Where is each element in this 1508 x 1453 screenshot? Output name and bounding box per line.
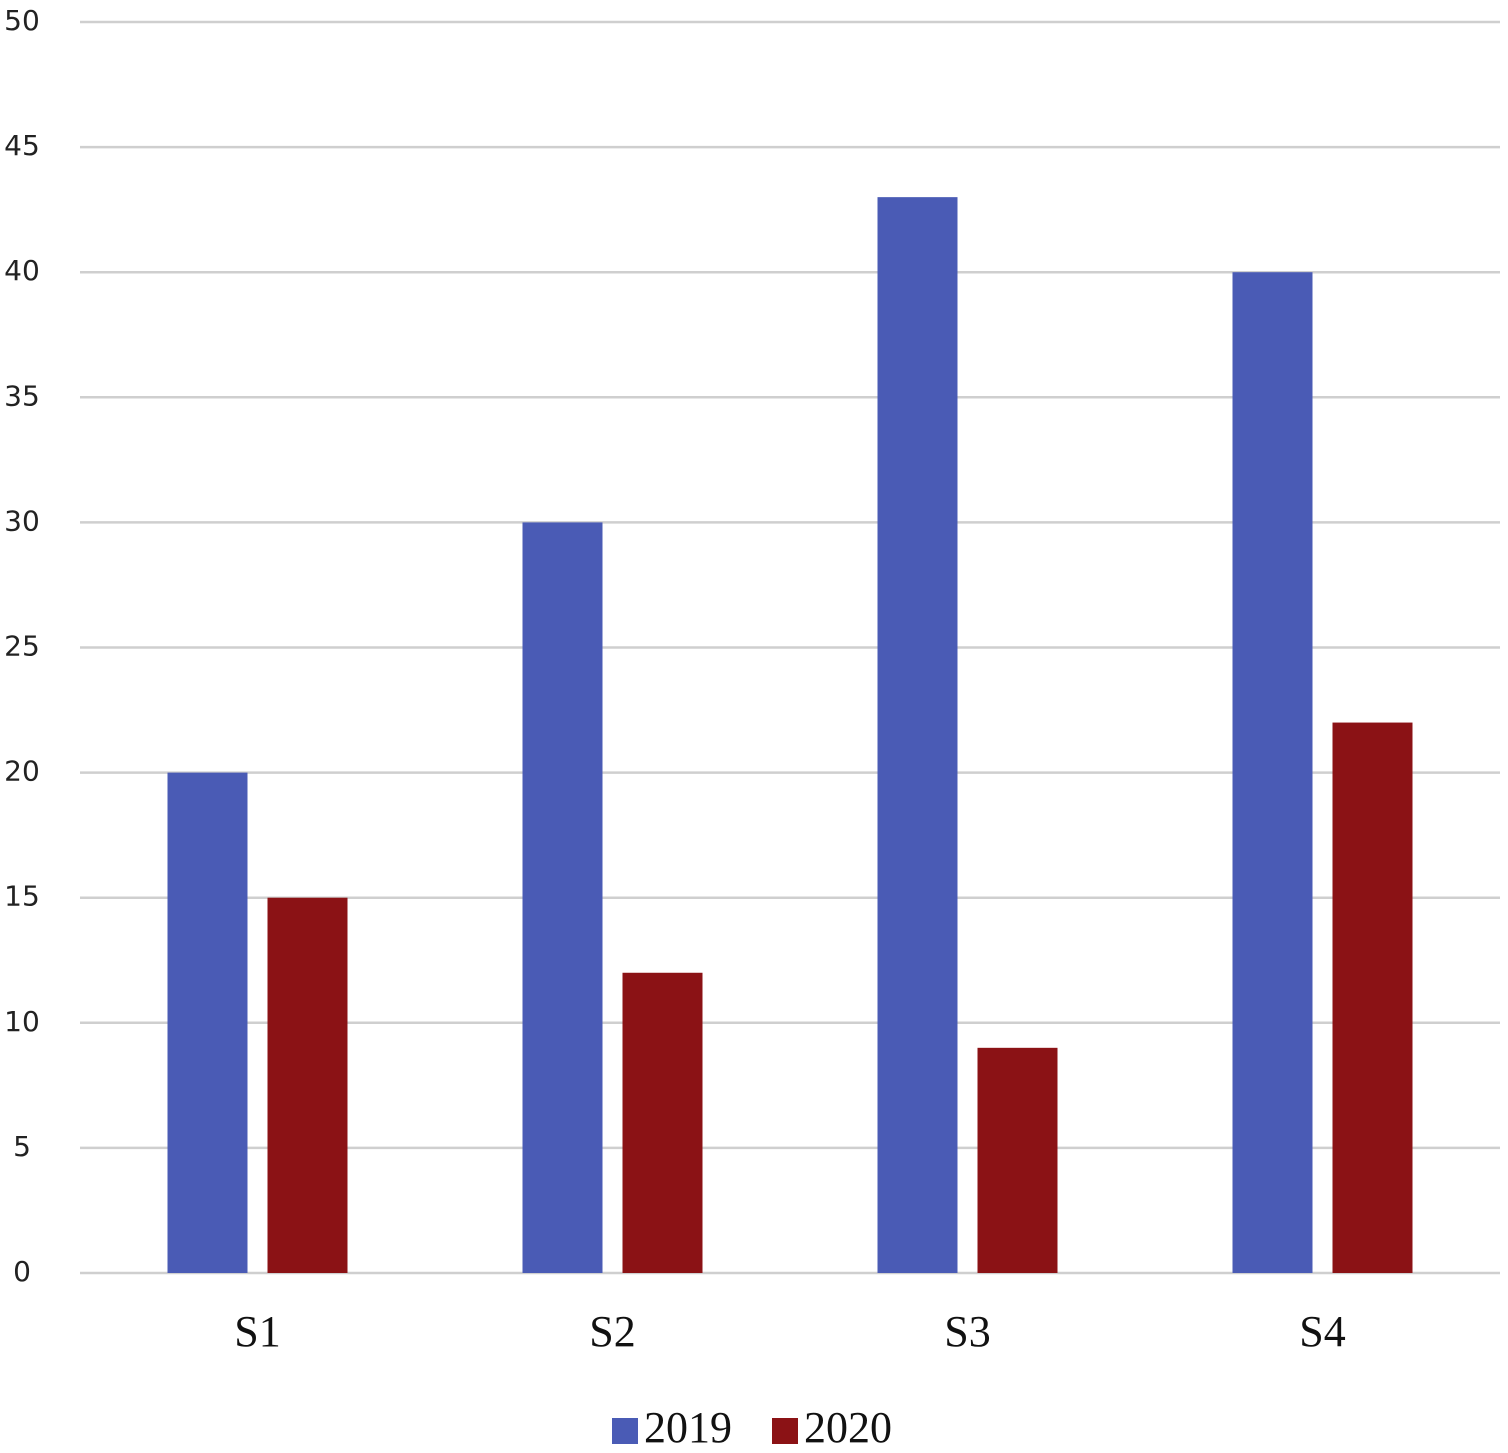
bar — [267, 897, 348, 1273]
y-tick-label: 5 — [13, 1130, 31, 1163]
y-tick-label: 15 — [4, 880, 40, 913]
bar — [622, 972, 703, 1273]
bar — [977, 1047, 1058, 1273]
x-tick-label: S1 — [234, 1307, 280, 1356]
y-tick-label: 50 — [4, 4, 40, 37]
x-tick-label: S3 — [944, 1307, 990, 1356]
y-tick-label: 10 — [4, 1005, 40, 1038]
y-tick-label: 35 — [4, 379, 40, 412]
legend-swatch — [612, 1418, 638, 1444]
y-tick-label: 45 — [4, 129, 40, 162]
y-tick-label: 20 — [4, 755, 40, 788]
x-tick-label: S2 — [589, 1307, 635, 1356]
bar — [877, 197, 958, 1273]
y-tick-label: 0 — [13, 1255, 31, 1288]
bar — [1332, 722, 1413, 1273]
legend-label: 2020 — [804, 1403, 892, 1452]
y-tick-label: 40 — [4, 254, 40, 287]
bar — [167, 772, 248, 1273]
y-tick-label: 25 — [4, 630, 40, 663]
y-tick-label: 30 — [4, 504, 40, 537]
legend-label: 2019 — [644, 1403, 732, 1452]
bar — [1232, 272, 1313, 1273]
bar — [522, 522, 603, 1273]
x-tick-label: S4 — [1299, 1307, 1345, 1356]
legend-swatch — [772, 1418, 798, 1444]
